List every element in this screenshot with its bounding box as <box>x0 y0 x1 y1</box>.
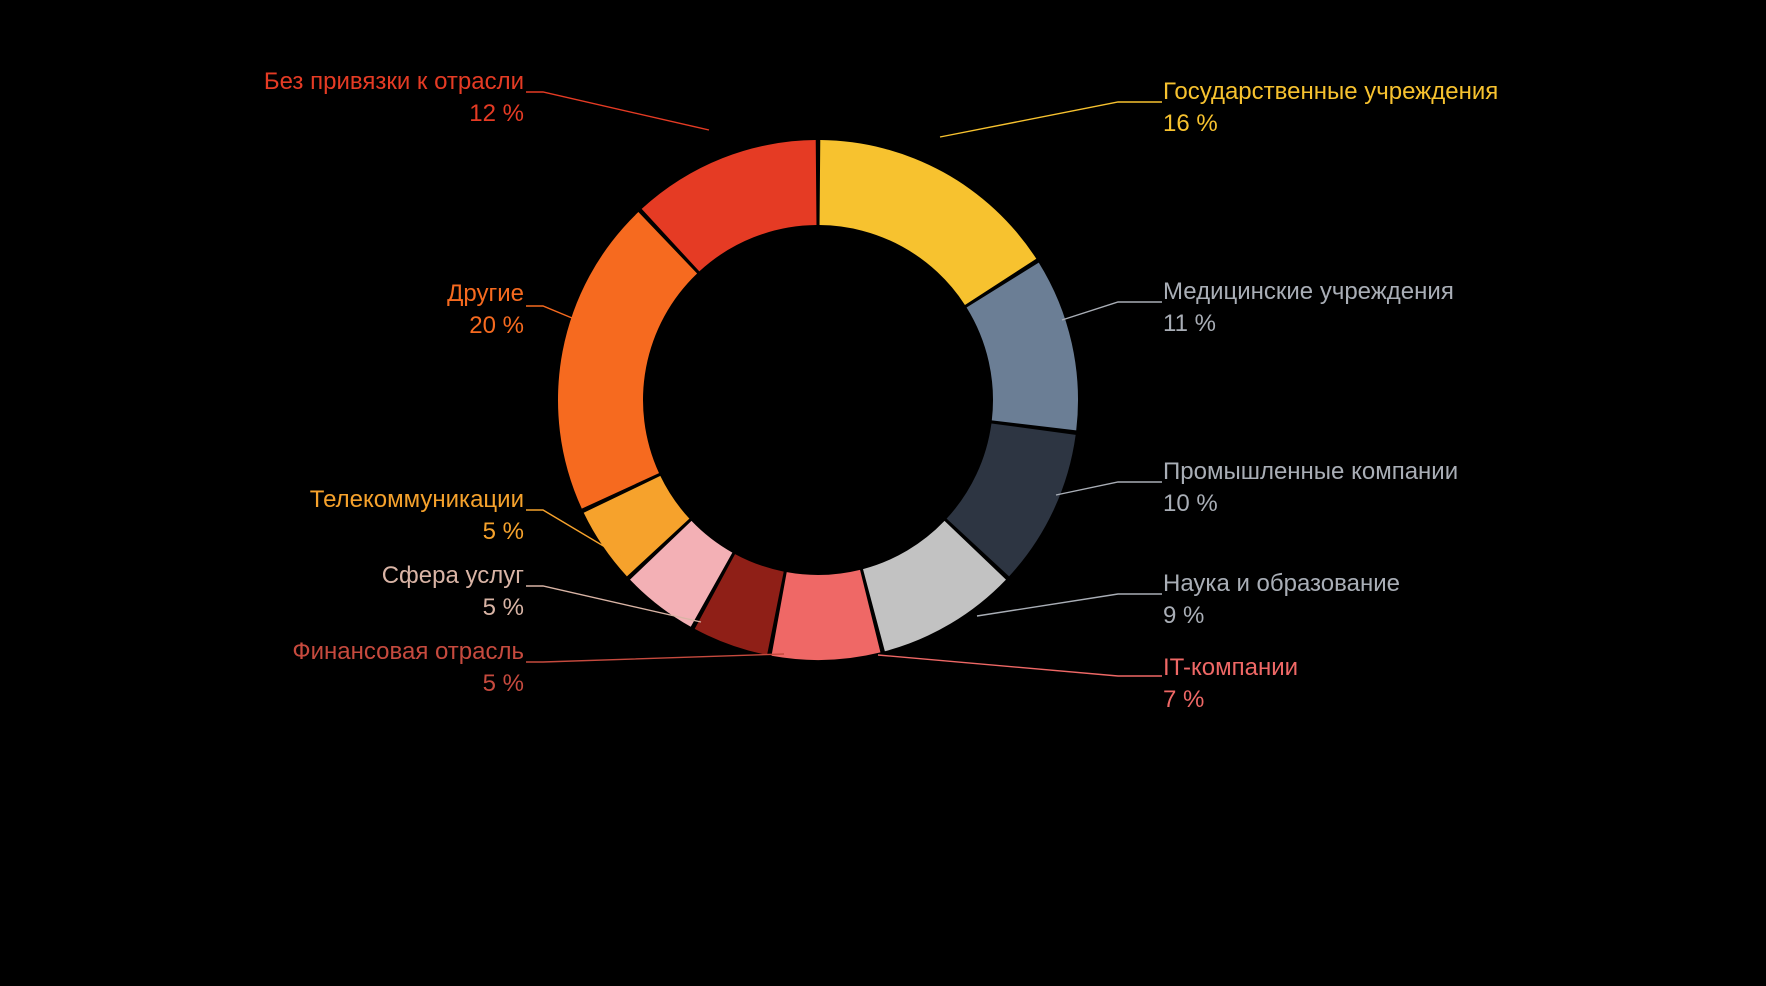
slice-label-pct-telco: 5 % <box>310 516 524 548</box>
slice-label-name-other: Другие <box>447 278 524 310</box>
slice-label-name-telco: Телекоммуникации <box>310 484 524 516</box>
slice-label-pct-it: 7 % <box>1163 684 1298 716</box>
slice-label-pct-fin: 5 % <box>292 668 524 700</box>
slice-label-name-sci: Наука и образование <box>1163 568 1400 600</box>
donut-slice-it <box>772 570 881 660</box>
leader-line-gov <box>940 102 1162 137</box>
leader-line-ind <box>1056 482 1162 495</box>
slice-label-name-med: Медицинские учреждения <box>1163 276 1454 308</box>
slice-label-pct-sci: 9 % <box>1163 600 1400 632</box>
slice-label-pct-ind: 10 % <box>1163 488 1458 520</box>
slice-label-name-fin: Финансовая отрасль <box>292 636 524 668</box>
slice-label-med: Медицинские учреждения11 % <box>1163 276 1454 341</box>
slice-label-svc: Сфера услуг5 % <box>382 560 524 625</box>
slice-label-other: Другие20 % <box>447 278 524 343</box>
slice-label-pct-med: 11 % <box>1163 308 1454 340</box>
slice-label-fin: Финансовая отрасль5 % <box>292 636 524 701</box>
leader-line-other <box>526 306 572 318</box>
slice-label-sci: Наука и образование9 % <box>1163 568 1400 633</box>
leader-line-fin <box>526 654 784 662</box>
slice-label-none: Без привязки к отрасли12 % <box>264 66 524 131</box>
leader-line-med <box>1062 302 1162 320</box>
slice-label-pct-other: 20 % <box>447 310 524 342</box>
leader-line-it <box>878 655 1162 676</box>
donut-chart-container: Государственные учреждения16 % Медицински… <box>148 0 1618 812</box>
slice-label-name-ind: Промышленные компании <box>1163 456 1458 488</box>
leader-line-none <box>526 92 709 130</box>
leader-line-sci <box>977 594 1162 616</box>
donut-slice-gov <box>820 140 1037 305</box>
slice-label-name-it: IT-компании <box>1163 652 1298 684</box>
slice-label-ind: Промышленные компании10 % <box>1163 456 1458 521</box>
slice-label-pct-none: 12 % <box>264 98 524 130</box>
slice-label-name-gov: Государственные учреждения <box>1163 76 1498 108</box>
slice-label-telco: Телекоммуникации5 % <box>310 484 524 549</box>
donut-slice-other <box>558 212 697 509</box>
slice-label-it: IT-компании7 % <box>1163 652 1298 717</box>
slice-label-pct-svc: 5 % <box>382 592 524 624</box>
slice-label-pct-gov: 16 % <box>1163 108 1498 140</box>
slice-label-name-svc: Сфера услуг <box>382 560 524 592</box>
slice-label-gov: Государственные учреждения16 % <box>1163 76 1498 141</box>
slice-label-name-none: Без привязки к отрасли <box>264 66 524 98</box>
